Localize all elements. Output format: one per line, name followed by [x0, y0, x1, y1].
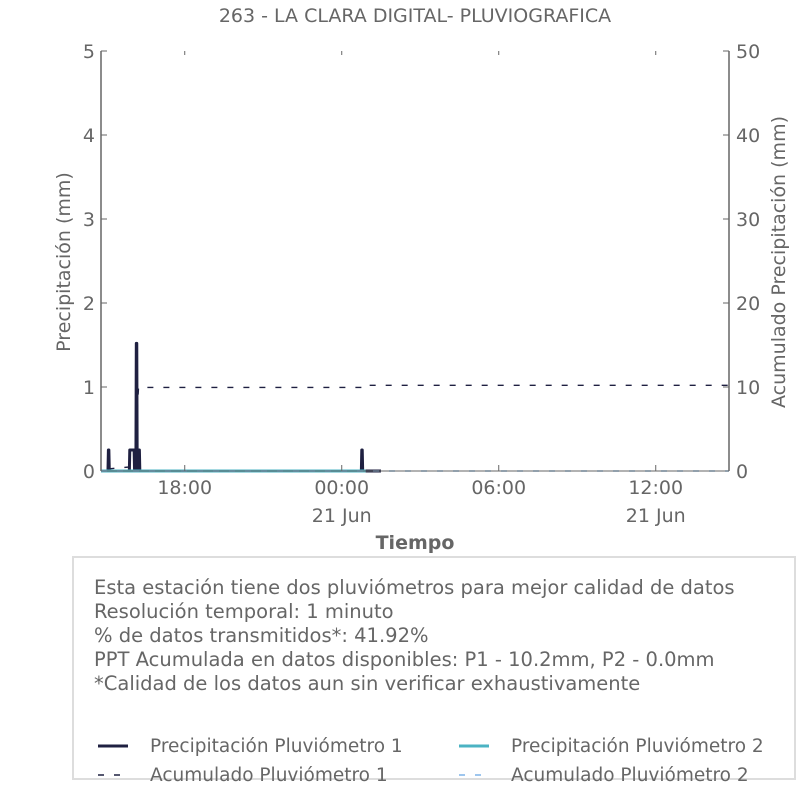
y2-axis-label: Acumulado Precipitación (mm) — [768, 116, 790, 408]
y2-tick-label: 40 — [736, 125, 760, 147]
x-tick-label: 00:00 — [314, 477, 369, 499]
legend-label: Precipitación Pluviómetro 1 — [150, 735, 403, 757]
y2-tick-label: 0 — [736, 461, 748, 483]
info-line: PPT Acumulada en datos disponibles: P1 -… — [94, 648, 715, 671]
info-text: Esta estación tiene dos pluviómetros par… — [94, 576, 735, 696]
legend-label: Acumulado Pluviómetro 2 — [511, 764, 749, 786]
legend-swatch-dashed-icon — [98, 774, 128, 776]
y2-tick-label: 10 — [736, 377, 760, 399]
legend-swatch-dashed-icon — [459, 774, 489, 776]
precipitation-chart: 263 - LA CLARA DIGITAL- PLUVIOGRAFICA 0 1… — [53, 5, 790, 554]
x-tick-label: 18:00 — [157, 477, 212, 499]
info-line: *Calidad de los datos aun sin verificar … — [94, 672, 641, 695]
y-tick-label: 0 — [83, 461, 95, 483]
y-axis-label: Precipitación (mm) — [53, 172, 75, 352]
legend-item-acc1: Acumulado Pluviómetro 1 — [98, 761, 388, 789]
legend-item-acc2: Acumulado Pluviómetro 2 — [459, 761, 749, 789]
info-line: Esta estación tiene dos pluviómetros par… — [94, 576, 735, 599]
info-legend-box: Esta estación tiene dos pluviómetros par… — [72, 556, 796, 786]
y-tick-label: 2 — [83, 293, 95, 315]
legend-label: Precipitación Pluviómetro 2 — [511, 735, 764, 757]
series-line-1 — [101, 341, 381, 473]
info-line: Resolución temporal: 1 minuto — [94, 600, 394, 623]
series-line-3 — [108, 384, 729, 470]
x-tick-label: 12:00 — [628, 477, 683, 499]
info-line: % de datos transmitidos*: 41.92% — [94, 624, 429, 647]
y2-tick-label: 20 — [736, 293, 760, 315]
x-axis-label: Tiempo — [376, 532, 455, 554]
legend-swatch-solid-icon — [459, 744, 489, 748]
legend: Precipitación Pluviómetro 1 Precipitació… — [98, 732, 798, 788]
y-tick-label: 4 — [83, 125, 95, 147]
legend-item-p2: Precipitación Pluviómetro 2 — [459, 732, 764, 760]
x-tick-sublabel: 21 Jun — [626, 505, 686, 527]
legend-swatch-solid-icon — [98, 744, 128, 748]
legend-label: Acumulado Pluviómetro 1 — [150, 764, 388, 786]
y-tick-label: 3 — [83, 209, 95, 231]
legend-item-p1: Precipitación Pluviómetro 1 — [98, 732, 403, 760]
y2-tick-label: 30 — [736, 209, 760, 231]
y2-tick-label: 50 — [736, 41, 760, 63]
chart-title: 263 - LA CLARA DIGITAL- PLUVIOGRAFICA — [219, 5, 611, 27]
y-tick-label: 5 — [83, 41, 95, 63]
x-tick-sublabel: 21 Jun — [312, 505, 372, 527]
x-tick-label: 06:00 — [471, 477, 526, 499]
y-tick-label: 1 — [83, 377, 95, 399]
